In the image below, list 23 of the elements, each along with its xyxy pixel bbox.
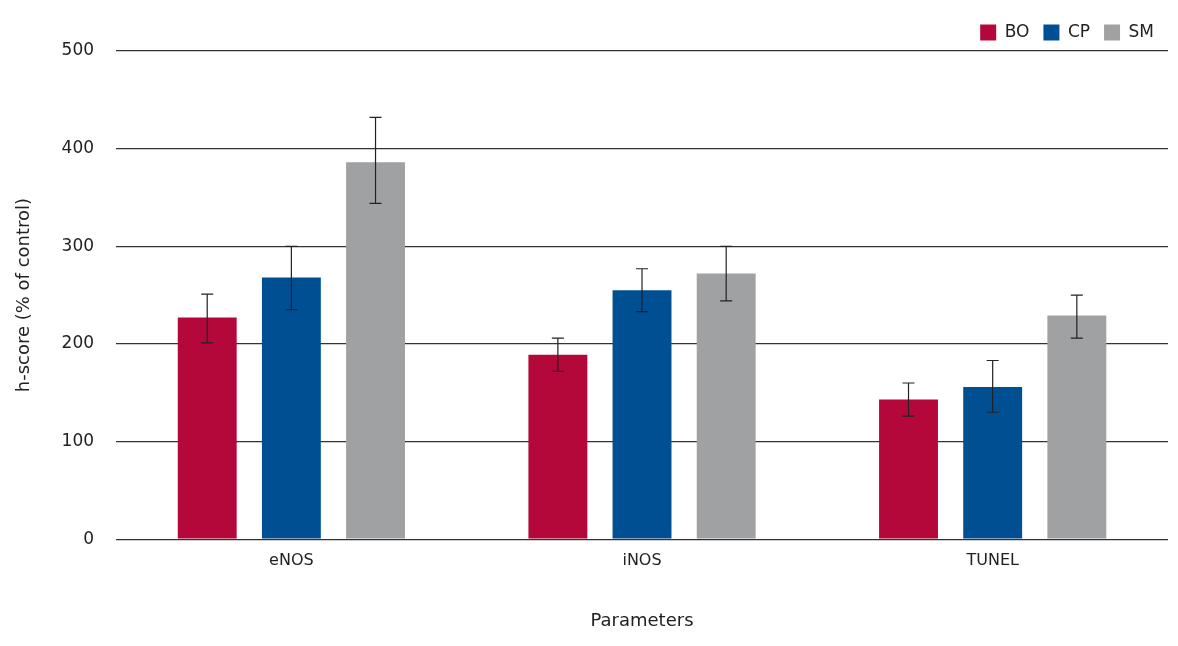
bar (879, 399, 938, 539)
legend-label: CP (1067, 20, 1091, 41)
bar (261, 277, 321, 539)
x-tick-label: TUNEL (965, 549, 1019, 569)
bar (1047, 315, 1107, 539)
bar (528, 354, 588, 539)
y-tick-label: 400 (61, 137, 95, 158)
bar (696, 273, 756, 539)
bar (963, 386, 1023, 539)
x-axis-title: Parameters (590, 608, 694, 630)
x-tick-label: eNOS (269, 549, 314, 569)
x-tick-label: iNOS (622, 549, 662, 569)
legend-label: BO (1004, 20, 1030, 41)
y-tick-label: 0 (83, 527, 95, 548)
y-axis-title: h-score (% of control) (12, 197, 34, 393)
y-tick-label: 200 (61, 332, 95, 353)
y-tick-label: 100 (61, 429, 95, 450)
bar (346, 162, 405, 539)
y-tick-label: 300 (61, 234, 95, 255)
y-tick-label: 500 (61, 39, 95, 60)
legend-label: SM (1128, 20, 1155, 41)
bar (612, 290, 672, 539)
bar (177, 317, 237, 539)
